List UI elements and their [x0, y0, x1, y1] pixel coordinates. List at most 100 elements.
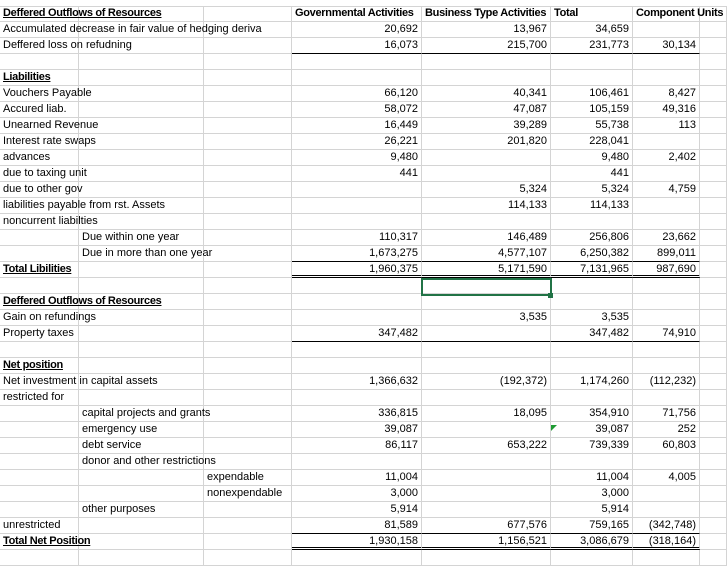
cell[interactable]: [204, 70, 292, 86]
cell-value[interactable]: 4,577,107: [422, 246, 551, 262]
cell[interactable]: [700, 102, 727, 118]
cell[interactable]: [79, 422, 204, 438]
cell-value[interactable]: 16,449: [292, 118, 422, 134]
cell[interactable]: [204, 342, 292, 358]
cell[interactable]: [633, 358, 700, 374]
cell[interactable]: [422, 342, 551, 358]
cell[interactable]: [700, 166, 727, 182]
cell[interactable]: [700, 438, 727, 454]
cell-value[interactable]: 5,914: [292, 502, 422, 518]
cell[interactable]: [0, 534, 79, 550]
cell[interactable]: [204, 438, 292, 454]
cell[interactable]: [633, 70, 700, 86]
cell[interactable]: [0, 166, 79, 182]
cell-value[interactable]: 1,960,375: [292, 262, 422, 278]
cell-value[interactable]: 6,250,382: [551, 246, 633, 262]
cell[interactable]: [700, 230, 727, 246]
cell[interactable]: [79, 406, 204, 422]
cell-value[interactable]: 30,134: [633, 38, 700, 54]
cell-value[interactable]: 60,803: [633, 438, 700, 454]
cell[interactable]: [0, 502, 79, 518]
cell[interactable]: [633, 134, 700, 150]
cell[interactable]: [633, 454, 700, 470]
cell[interactable]: [422, 470, 551, 486]
cell[interactable]: [551, 342, 633, 358]
cell-value[interactable]: 201,820: [422, 134, 551, 150]
cell[interactable]: [292, 358, 422, 374]
cell[interactable]: [551, 54, 633, 70]
cell-value[interactable]: 74,910: [633, 326, 700, 342]
cell-value[interactable]: 81,589: [292, 518, 422, 534]
cell-value[interactable]: 4,005: [633, 470, 700, 486]
cell-value[interactable]: 759,165: [551, 518, 633, 534]
cell-value[interactable]: 215,700: [422, 38, 551, 54]
cell[interactable]: [79, 6, 204, 22]
cell[interactable]: [633, 6, 700, 22]
cell[interactable]: [204, 390, 292, 406]
cell[interactable]: [551, 278, 633, 294]
cell-value[interactable]: 5,324: [551, 182, 633, 198]
cell[interactable]: [79, 550, 204, 566]
cell[interactable]: [0, 86, 79, 102]
cell[interactable]: [633, 278, 700, 294]
cell-value[interactable]: 13,967: [422, 22, 551, 38]
cell-value[interactable]: 2,402: [633, 150, 700, 166]
cell[interactable]: [79, 310, 204, 326]
cell-value[interactable]: 40,341: [422, 86, 551, 102]
cell[interactable]: [551, 358, 633, 374]
cell-value[interactable]: 5,324: [422, 182, 551, 198]
cell[interactable]: [0, 70, 79, 86]
selected-cell[interactable]: [421, 278, 552, 296]
cell[interactable]: [633, 550, 700, 566]
cell[interactable]: [292, 294, 422, 310]
cell[interactable]: [422, 422, 551, 438]
cell[interactable]: [551, 70, 633, 86]
cell[interactable]: [79, 518, 204, 534]
cell[interactable]: [0, 326, 79, 342]
cell[interactable]: [204, 214, 292, 230]
cell[interactable]: [0, 294, 79, 310]
cell-value[interactable]: (342,748): [633, 518, 700, 534]
cell-value[interactable]: 49,316: [633, 102, 700, 118]
cell[interactable]: [79, 70, 204, 86]
cell[interactable]: [204, 294, 292, 310]
cell[interactable]: [700, 502, 727, 518]
cell[interactable]: [0, 182, 79, 198]
cell[interactable]: [79, 470, 204, 486]
cell-value[interactable]: 228,041: [551, 134, 633, 150]
cell[interactable]: [79, 118, 204, 134]
cell[interactable]: [204, 134, 292, 150]
cell[interactable]: [700, 262, 727, 278]
cell[interactable]: [79, 326, 204, 342]
cell-value[interactable]: 441: [551, 166, 633, 182]
cell-value[interactable]: 8,427: [633, 86, 700, 102]
cell[interactable]: [422, 70, 551, 86]
cell-value[interactable]: 34,659: [551, 22, 633, 38]
cell[interactable]: [422, 6, 551, 22]
cell-value[interactable]: 1,156,521: [422, 534, 551, 550]
cell[interactable]: [204, 422, 292, 438]
cell[interactable]: [204, 102, 292, 118]
cell-value[interactable]: 3,535: [551, 310, 633, 326]
cell[interactable]: [0, 118, 79, 134]
cell[interactable]: [79, 166, 204, 182]
cell-value[interactable]: 3,535: [422, 310, 551, 326]
cell-value[interactable]: 252: [633, 422, 700, 438]
cell[interactable]: [292, 182, 422, 198]
cell-value[interactable]: (112,232): [633, 374, 700, 390]
cell-value[interactable]: 39,087: [292, 422, 422, 438]
cell-value[interactable]: 146,489: [422, 230, 551, 246]
cell[interactable]: [422, 502, 551, 518]
cell[interactable]: [0, 358, 79, 374]
cell[interactable]: [79, 134, 204, 150]
cell-value[interactable]: 336,815: [292, 406, 422, 422]
cell[interactable]: [204, 326, 292, 342]
cell[interactable]: [204, 550, 292, 566]
cell[interactable]: [204, 534, 292, 550]
cell[interactable]: [0, 150, 79, 166]
cell[interactable]: [204, 518, 292, 534]
cell[interactable]: [700, 358, 727, 374]
cell[interactable]: [0, 454, 79, 470]
cell-value[interactable]: 106,461: [551, 86, 633, 102]
cell[interactable]: [700, 86, 727, 102]
